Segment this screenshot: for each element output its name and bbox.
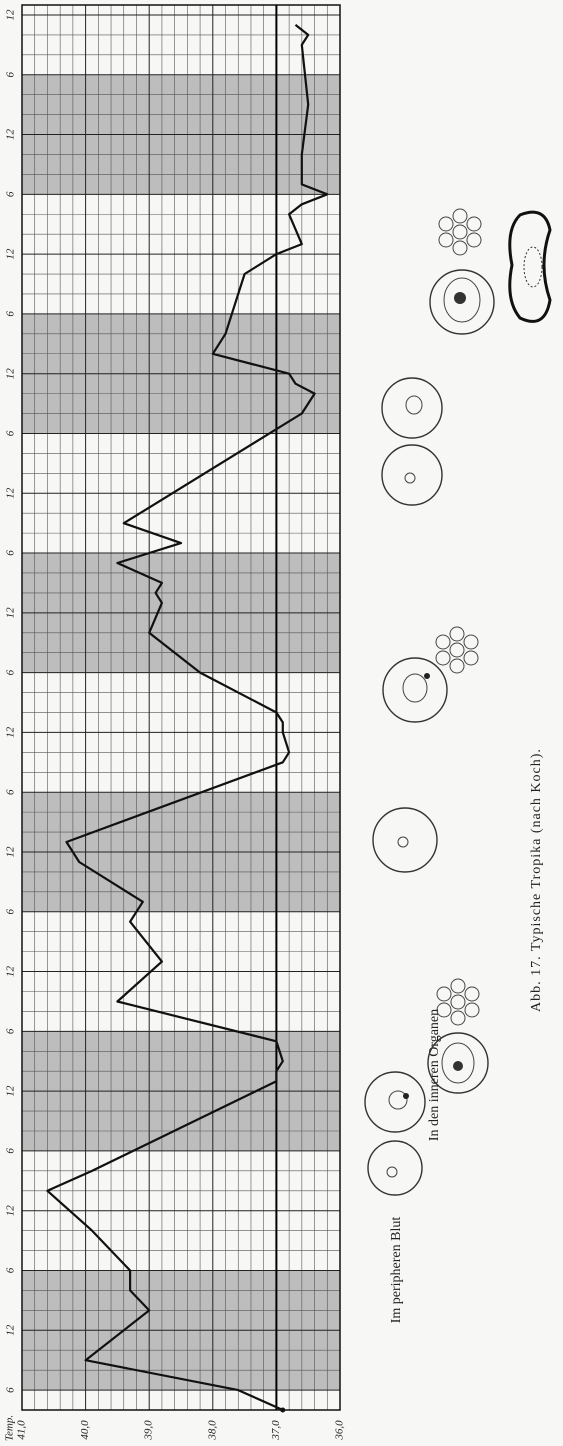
x-tick-label: 6	[5, 550, 17, 556]
gametocyte	[508, 210, 552, 323]
x-tick-label: 6	[5, 909, 17, 915]
parasite	[402, 673, 428, 703]
blood-cell	[429, 269, 495, 335]
illustrations	[364, 208, 552, 1196]
parasite	[405, 395, 423, 415]
x-tick-label: 12	[5, 9, 17, 21]
parasite-nucleus	[403, 1093, 409, 1099]
x-tick-label: 12	[5, 1085, 17, 1097]
blood-cell	[372, 807, 438, 873]
blood-cell	[367, 1140, 423, 1196]
x-tick-label: 12	[5, 726, 17, 738]
y-tick-label: 39,0	[143, 1420, 155, 1441]
caption: Abb. 17. Typische Tropika (nach Koch).	[529, 748, 544, 1012]
blood-cell	[364, 1071, 426, 1133]
temperature-line	[46, 24, 329, 1412]
parasite	[397, 836, 409, 848]
x-tick-label: 12	[5, 368, 17, 380]
x-tick-label: 12	[5, 487, 17, 499]
marks	[46, 24, 329, 1413]
x-tick-label: 6	[5, 1028, 17, 1034]
axis-label: Temp.	[4, 1415, 16, 1441]
gametocyte-core	[523, 246, 543, 288]
pigment	[453, 1061, 463, 1071]
plot-frame	[21, 4, 341, 1411]
x-tick-label: 12	[5, 1324, 17, 1336]
x-tick-label: 6	[5, 789, 17, 795]
x-tick-label: 6	[5, 1267, 17, 1273]
y-tick-label: 37,0	[270, 1420, 282, 1441]
blood-cell	[381, 377, 443, 439]
x-tick-label: 12	[5, 1205, 17, 1217]
parasite	[388, 1090, 408, 1110]
y-tick-label: 36,0	[334, 1420, 346, 1441]
x-tick-label: 12	[5, 248, 17, 259]
blood-cell	[381, 444, 443, 506]
x-tick-label: 6	[5, 669, 17, 675]
parasite	[441, 1042, 475, 1084]
x-tick-label: 6	[5, 72, 17, 78]
parasite	[443, 277, 481, 323]
blood-cell	[382, 657, 448, 723]
parasite	[386, 1166, 398, 1178]
x-tick-label: 6	[5, 311, 17, 317]
x-tick-label: 6	[5, 191, 17, 197]
pigment	[454, 292, 466, 304]
rosette	[438, 208, 482, 256]
rosette	[436, 978, 480, 1026]
start-point	[280, 1407, 286, 1413]
blood-cell	[427, 1032, 489, 1094]
grid	[21, 4, 341, 1411]
x-tick-label: 12	[5, 846, 17, 858]
x-tick-label: 6	[5, 430, 17, 436]
x-tick-label: 12	[5, 129, 17, 141]
rosette	[435, 626, 479, 674]
y-tick-label: 41,0	[16, 1420, 28, 1440]
y-tick-label: 40,0	[79, 1420, 91, 1440]
x-tick-label: 12	[5, 966, 17, 978]
annotation: Im peripheren Blut	[389, 1217, 404, 1324]
y-tick-label: 38,0	[206, 1420, 218, 1441]
x-tick-label: 6	[5, 1387, 17, 1393]
annotation: In den inneren Organen	[427, 1009, 442, 1141]
parasite-nucleus	[424, 673, 430, 679]
x-tick-label: 6	[5, 1148, 17, 1154]
x-tick-label: 12	[5, 607, 17, 619]
parasite	[404, 472, 416, 484]
